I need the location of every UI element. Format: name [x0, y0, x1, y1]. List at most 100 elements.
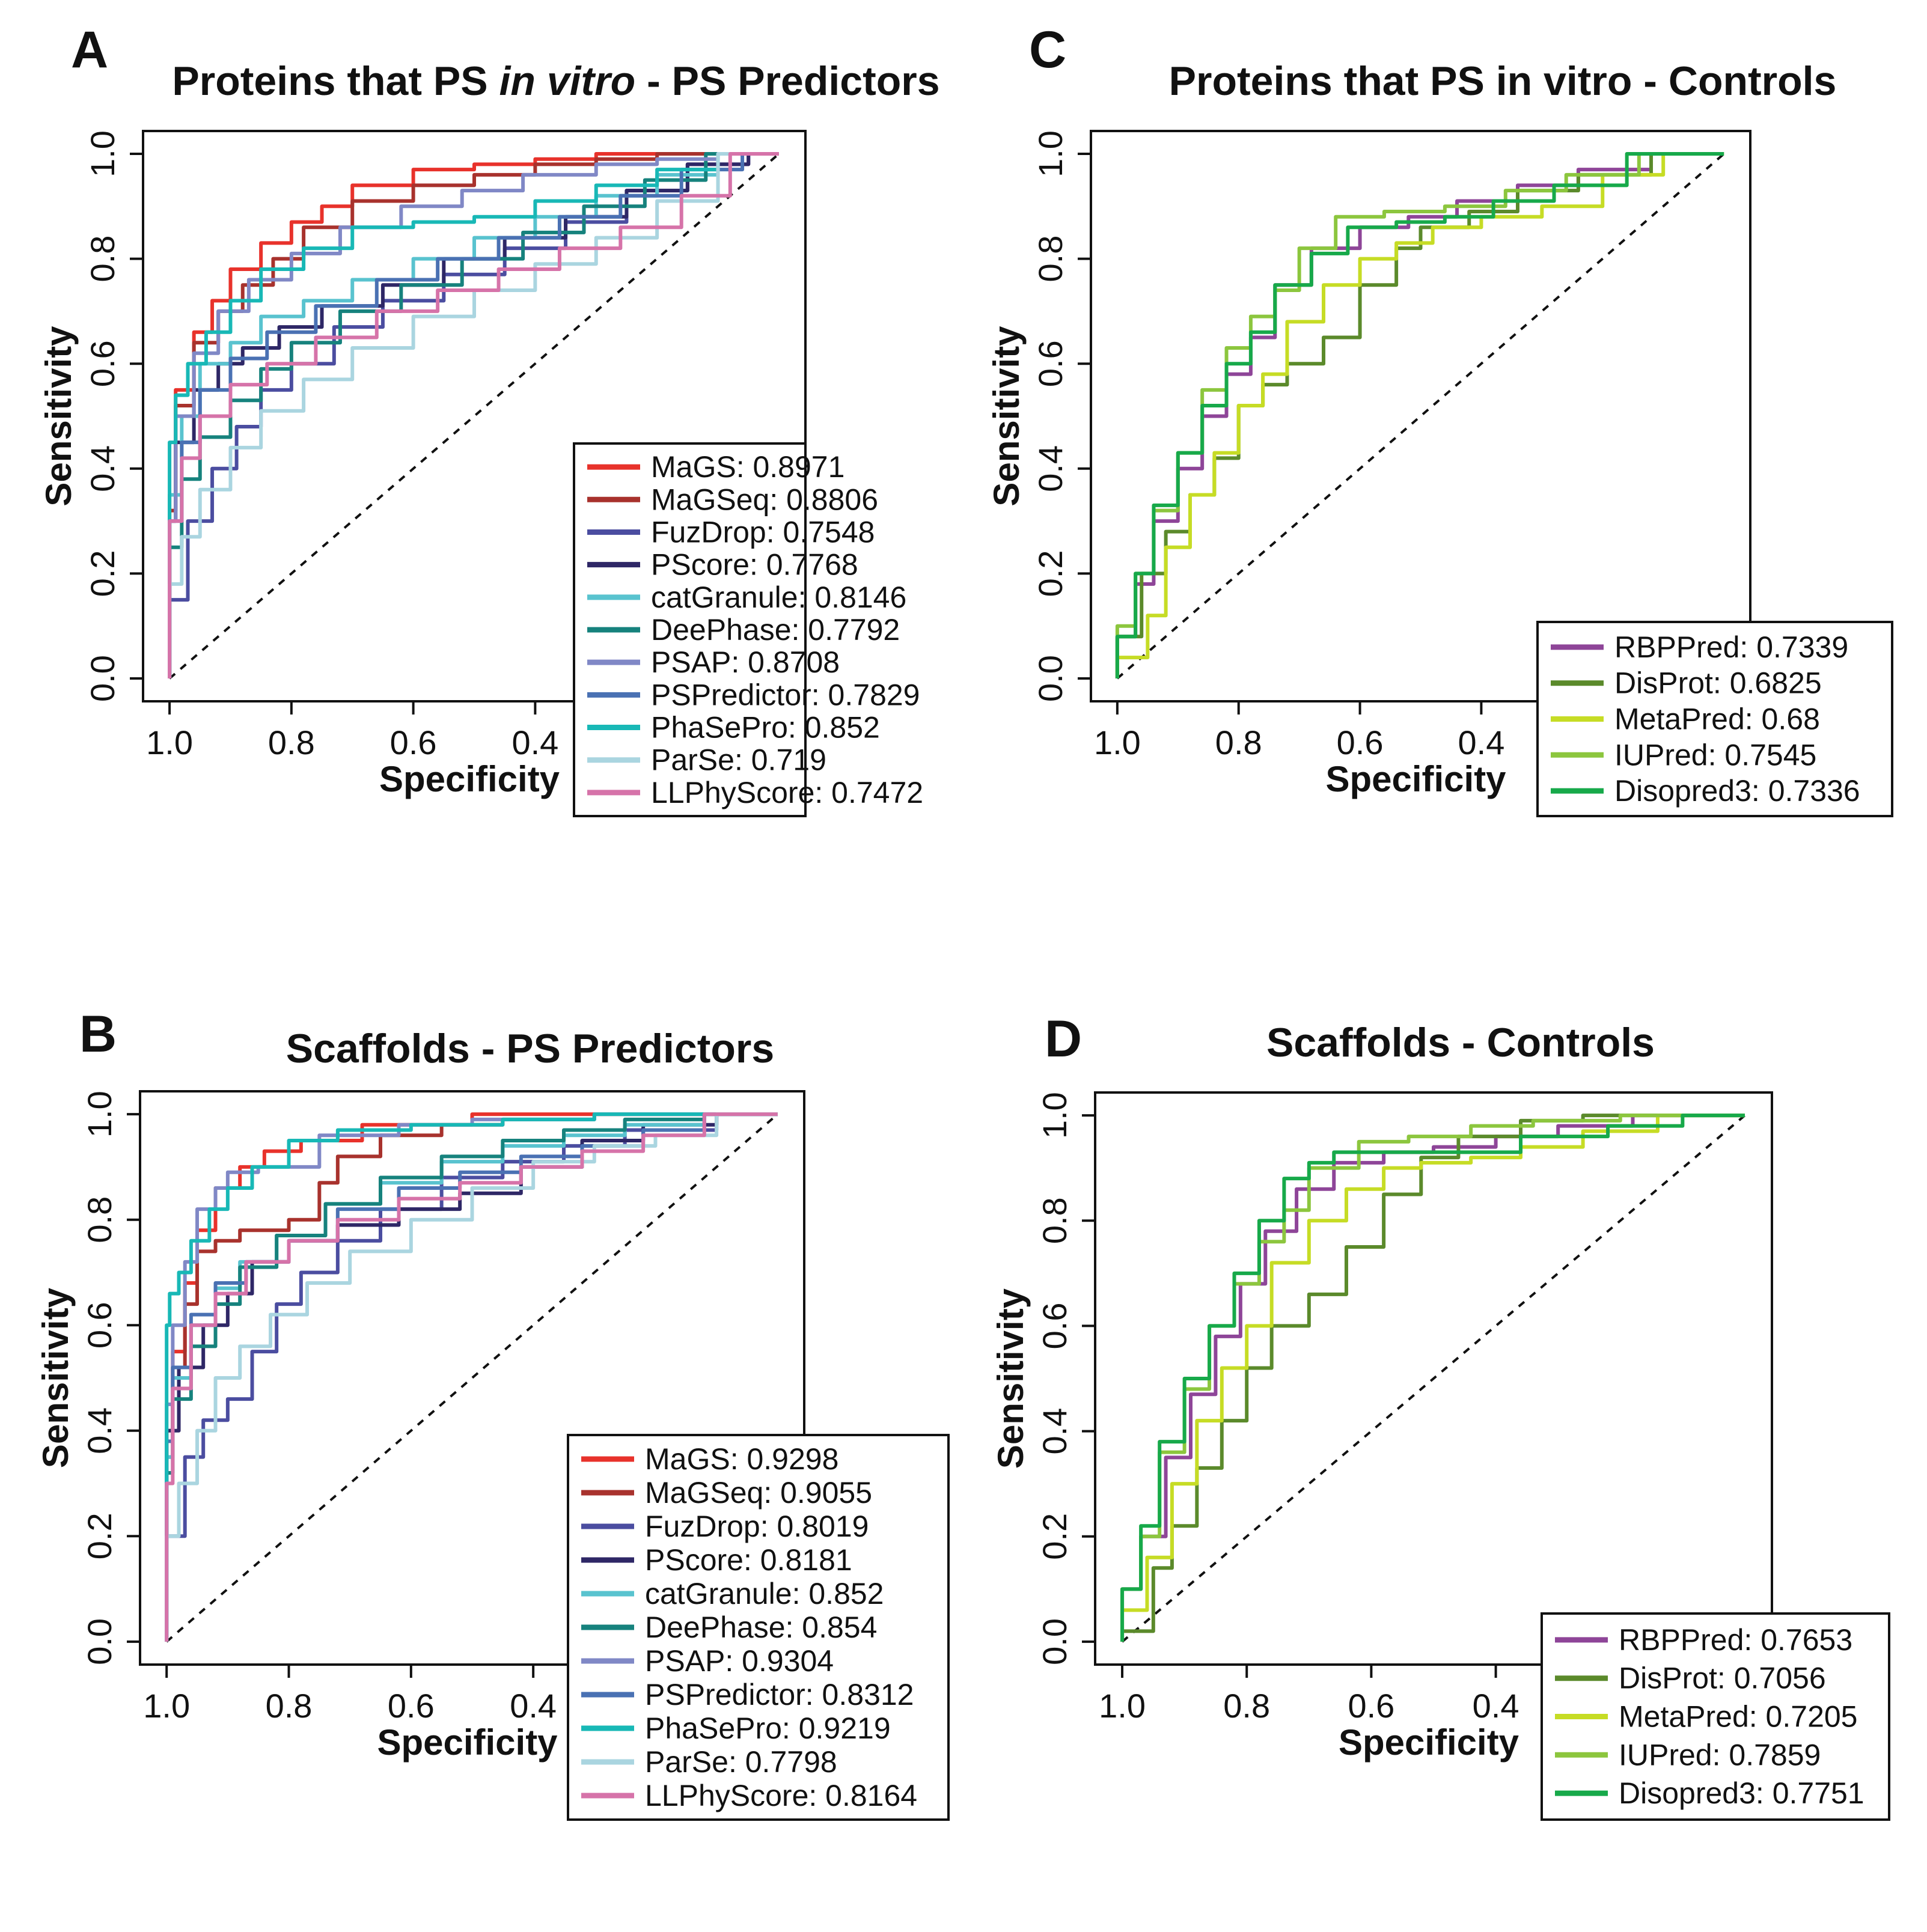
- legend-label-psap: PSAP: 0.9304: [645, 1644, 834, 1678]
- x-axis-label: Specificity: [1325, 759, 1506, 799]
- title-part: Proteins that PS: [172, 58, 499, 104]
- y-tick-label: 0.2: [1036, 1513, 1073, 1560]
- y-tick-label: 0.6: [1031, 340, 1069, 387]
- legend-label-deephase: DeePhase: 0.854: [645, 1611, 877, 1644]
- x-axis-label: Specificity: [377, 1722, 558, 1763]
- legend-label-rbppred: RBPPred: 0.7653: [1619, 1623, 1852, 1657]
- roc-curve-deephase: [168, 151, 779, 679]
- y-axis-label: Sensitivity: [991, 1288, 1031, 1469]
- diagonal-reference-line: [1116, 153, 1725, 680]
- x-tick-label: 0.8: [266, 1687, 313, 1725]
- legend-label-iupred: IUPred: 0.7859: [1619, 1738, 1821, 1772]
- x-tick-label: 1.0: [1094, 724, 1141, 761]
- panel-title-a: Proteins that PS in vitro - PS Predictor…: [172, 58, 939, 104]
- plot-frame-d: [1094, 1091, 1773, 1666]
- y-tick-label: 0.6: [81, 1302, 118, 1348]
- y-tick-label: 0.2: [1031, 550, 1069, 597]
- title-part: Scaffolds - PS Predictors: [286, 1026, 774, 1071]
- y-tick-label: 0.8: [1031, 236, 1069, 282]
- x-tick-label: 0.6: [1348, 1687, 1394, 1725]
- diagonal-reference-line: [168, 153, 780, 680]
- legend-label-mags: MaGS: 0.9298: [645, 1442, 838, 1476]
- y-tick-label: 0.6: [84, 340, 121, 387]
- roc-curve-parse: [165, 1112, 778, 1642]
- x-tick-label: 0.4: [1458, 724, 1504, 761]
- legend-label-disprot: DisProt: 0.6825: [1614, 666, 1822, 700]
- legend-label-phasepro: PhaSePro: 0.852: [651, 711, 880, 745]
- y-tick-label: 0.8: [81, 1196, 118, 1243]
- y-tick-label: 0.6: [1036, 1302, 1073, 1349]
- panel-title-b: Scaffolds - PS Predictors: [286, 1026, 774, 1071]
- legend-label-disopred3: Disopred3: 0.7336: [1614, 774, 1860, 808]
- y-axis-label: Sensitivity: [38, 326, 79, 507]
- legend-label-catgranule: catGranule: 0.852: [645, 1577, 884, 1611]
- x-tick-label: 1.0: [146, 724, 193, 761]
- legend-label-rbppred: RBPPred: 0.7339: [1614, 630, 1848, 664]
- roc-curve-phasepro: [168, 151, 779, 679]
- roc-curve-llphyscore: [165, 1112, 778, 1642]
- x-tick-label: 0.8: [268, 724, 315, 761]
- panel-title-c: Proteins that PS in vitro - Controls: [1169, 58, 1837, 104]
- diagonal-reference-line: [1121, 1114, 1746, 1643]
- roc-curve-llphyscore: [168, 151, 779, 679]
- title-part: Scaffolds - Controls: [1266, 1020, 1655, 1065]
- x-tick-label: 1.0: [1099, 1687, 1146, 1725]
- y-tick-label: 0.0: [1036, 1618, 1073, 1665]
- legend-label-magseq: MaGSeq: 0.8806: [651, 483, 878, 516]
- legend-label-magseq: MaGSeq: 0.9055: [645, 1476, 872, 1510]
- y-tick-label: 0.2: [84, 550, 121, 597]
- legend-label-pscore: PScore: 0.7768: [651, 548, 858, 582]
- legend-label-mags: MaGS: 0.8971: [651, 450, 844, 484]
- panel-letter-c: C: [1029, 21, 1066, 79]
- panel-letter-b: B: [79, 1005, 117, 1063]
- x-tick-label: 0.6: [1337, 724, 1384, 761]
- panel-b: B Scaffolds - PS Predictors 1.0 0.8 0.6 0.4 0.…: [35, 1005, 950, 1821]
- legend-label-metapred: MetaPred: 0.68: [1614, 702, 1820, 736]
- y-tick-label: 0.0: [84, 655, 121, 702]
- roc-curve-parse: [168, 151, 779, 679]
- legend-label-pspredictor: PSPredictor: 0.7829: [651, 678, 920, 712]
- legend-label-psap: PSAP: 0.8708: [651, 645, 840, 679]
- legend-label-fuzdrop: FuzDrop: 0.8019: [645, 1510, 869, 1543]
- legend-label-pspredictor: PSPredictor: 0.8312: [645, 1678, 914, 1711]
- legend-label-deephase: DeePhase: 0.7792: [651, 613, 900, 647]
- plot-frame-b: [139, 1090, 805, 1666]
- legend-label-parse: ParSe: 0.719: [651, 743, 826, 777]
- legend-label-llphyscore: LLPhyScore: 0.8164: [645, 1779, 917, 1812]
- roc-curve-disprot: [1115, 151, 1724, 679]
- legend-label-parse: ParSe: 0.7798: [645, 1745, 837, 1779]
- x-tick-label: 0.4: [512, 724, 558, 761]
- roc-curve-psap: [168, 151, 779, 679]
- x-tick-label: 0.4: [510, 1687, 557, 1725]
- x-tick-label: 0.8: [1223, 1687, 1270, 1725]
- y-tick-label: 0.8: [1036, 1197, 1073, 1244]
- title-part: - PS Predictors: [635, 58, 939, 104]
- legend-d: RBPPred: 0.7653 DisProt: 0.7056 MetaPred: …: [1541, 1612, 1890, 1821]
- y-tick-label: 0.4: [1036, 1408, 1073, 1455]
- legend-label-phasepro: PhaSePro: 0.9219: [645, 1711, 891, 1745]
- diagonal-reference-line: [165, 1113, 779, 1643]
- y-tick-label: 0.4: [84, 445, 121, 492]
- panel-letter-d: D: [1045, 1010, 1082, 1068]
- legend-label-disopred3: Disopred3: 0.7751: [1619, 1776, 1864, 1810]
- panel-c: C Proteins that PS in vitro - Controls 1.0…: [986, 21, 1893, 817]
- roc-curve-disopred3: [1115, 151, 1724, 679]
- legend-label-fuzdrop: FuzDrop: 0.7548: [651, 515, 875, 549]
- panel-title-d: Scaffolds - Controls: [1266, 1020, 1655, 1065]
- legend-label-llphyscore: LLPhyScore: 0.7472: [651, 776, 923, 809]
- roc-curve-phasepro: [165, 1112, 778, 1642]
- roc-curve-metapred: [1115, 151, 1724, 679]
- x-axis-label: Specificity: [379, 759, 560, 799]
- y-tick-label: 1.0: [84, 130, 121, 177]
- x-tick-label: 1.0: [143, 1687, 190, 1725]
- y-axis-label: Sensitivity: [35, 1287, 76, 1468]
- roc-curve-disopred3: [1120, 1114, 1745, 1642]
- title-part: Proteins that PS in vitro - Controls: [1169, 58, 1837, 104]
- x-tick-label: 0.6: [390, 724, 437, 761]
- legend-label-pscore: PScore: 0.8181: [645, 1543, 852, 1577]
- panel-d: D Scaffolds - Controls 1.0 0.8 0.6 0.4 0.2 0.0 0…: [991, 1010, 1890, 1821]
- x-axis-label: Specificity: [1339, 1722, 1519, 1763]
- panel-letter-a: A: [71, 21, 108, 79]
- plot-frame-a: [142, 130, 807, 702]
